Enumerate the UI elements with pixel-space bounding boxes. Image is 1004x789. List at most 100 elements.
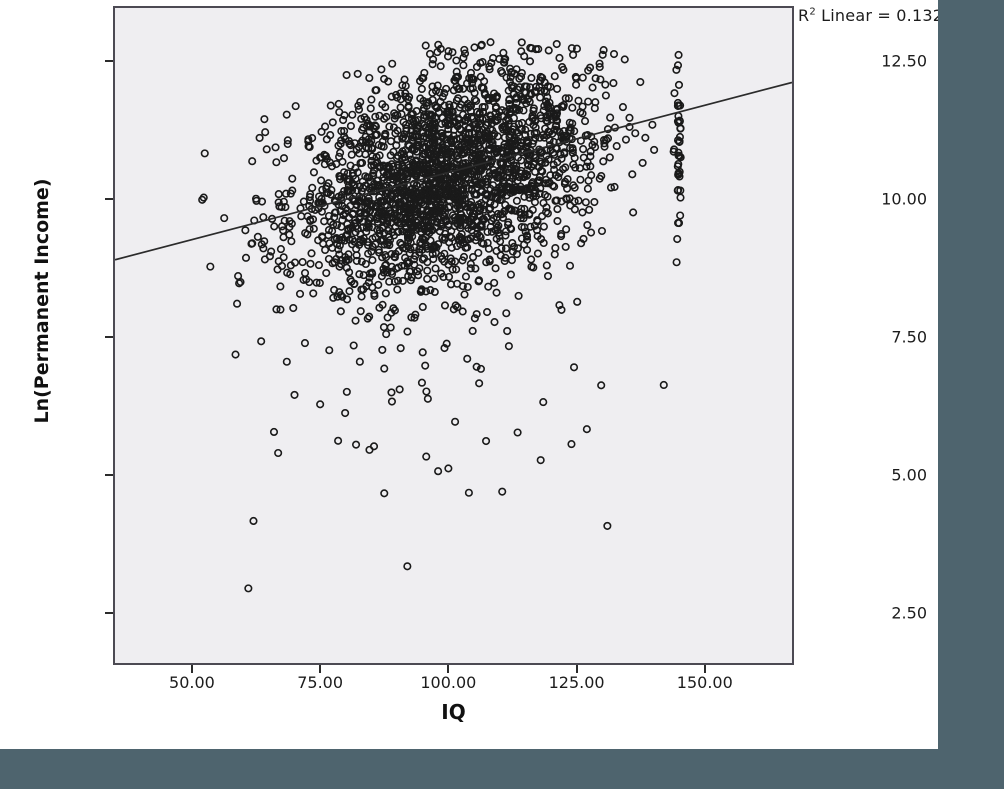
data-point — [413, 204, 422, 213]
data-point — [452, 56, 461, 65]
data-point — [636, 77, 645, 87]
data-point — [468, 326, 477, 336]
data-point — [346, 161, 355, 170]
data-point — [375, 111, 384, 120]
data-point — [508, 247, 517, 256]
data-point — [352, 251, 361, 260]
data-point — [597, 226, 607, 236]
data-point — [368, 152, 377, 161]
data-point — [507, 256, 516, 265]
data-point-outlier — [659, 380, 668, 390]
data-point — [370, 291, 379, 300]
data-point — [318, 198, 327, 208]
data-point — [583, 221, 592, 230]
data-point — [561, 177, 570, 186]
data-point — [578, 208, 587, 217]
data-point — [502, 73, 511, 82]
data-point — [556, 150, 565, 159]
data-point-ceiling — [676, 211, 685, 220]
data-point — [421, 240, 430, 249]
data-point — [477, 40, 486, 49]
data-point — [472, 310, 481, 319]
data-point — [291, 102, 300, 111]
r2-exponent: 2 — [809, 6, 816, 18]
x-tick-mark — [319, 665, 322, 673]
data-point — [452, 72, 461, 82]
data-point — [494, 221, 503, 230]
data-point — [590, 137, 599, 146]
data-point — [383, 216, 392, 225]
data-point — [541, 207, 551, 217]
data-point — [555, 301, 564, 310]
data-point — [419, 96, 428, 106]
data-point — [431, 86, 441, 95]
data-point — [392, 188, 401, 197]
data-point — [340, 111, 349, 120]
data-point — [305, 196, 315, 205]
data-point — [340, 186, 349, 196]
data-point — [334, 245, 343, 254]
data-point — [559, 100, 568, 110]
data-point — [274, 257, 283, 266]
data-point — [507, 81, 516, 90]
data-point — [447, 148, 457, 157]
data-point-outlier — [233, 299, 242, 308]
data-point — [585, 205, 594, 214]
data-point — [368, 234, 377, 243]
y-tick-mark — [105, 474, 113, 477]
data-point — [422, 387, 431, 396]
data-point — [606, 183, 616, 192]
data-point — [543, 271, 553, 281]
data-point — [529, 120, 538, 130]
data-point — [386, 137, 395, 146]
data-point — [423, 274, 432, 283]
x-axis-title: IQ — [441, 700, 466, 724]
data-point — [440, 235, 449, 244]
data-point-outlier — [352, 440, 361, 449]
x-tick-label: 75.00 — [297, 673, 344, 692]
data-point — [463, 243, 472, 252]
data-point — [241, 253, 251, 262]
data-point — [431, 264, 440, 273]
data-point — [389, 304, 398, 313]
data-point — [380, 132, 389, 141]
data-point — [391, 249, 400, 258]
data-point — [464, 135, 473, 145]
data-point — [394, 198, 403, 207]
data-point — [356, 238, 365, 247]
data-point-ceiling — [676, 153, 685, 162]
data-point — [334, 99, 343, 109]
data-point — [318, 232, 327, 241]
data-point — [466, 84, 475, 93]
data-point — [466, 264, 475, 273]
data-point — [550, 250, 559, 259]
data-point — [354, 105, 364, 114]
data-point — [289, 303, 298, 313]
data-point — [628, 170, 637, 179]
data-point — [348, 110, 357, 119]
data-point — [411, 171, 420, 180]
data-point — [276, 305, 285, 314]
data-point — [565, 118, 574, 127]
data-point — [586, 63, 595, 72]
data-point — [388, 228, 397, 237]
data-point — [625, 113, 634, 122]
data-point — [551, 243, 560, 253]
r2-value-text: Linear = 0.132 — [815, 6, 938, 25]
data-point — [356, 212, 365, 221]
data-point — [595, 59, 604, 68]
data-point — [475, 231, 484, 240]
data-point — [520, 82, 529, 91]
data-point-outlier — [369, 442, 379, 451]
data-point — [512, 196, 521, 205]
data-point — [429, 165, 438, 174]
data-point — [512, 93, 521, 102]
data-point — [468, 167, 477, 176]
data-point — [342, 387, 351, 396]
data-point — [286, 189, 295, 198]
data-point — [553, 205, 562, 214]
data-point — [574, 96, 583, 105]
data-point — [470, 88, 479, 97]
data-point — [490, 278, 499, 287]
data-point — [583, 158, 592, 167]
